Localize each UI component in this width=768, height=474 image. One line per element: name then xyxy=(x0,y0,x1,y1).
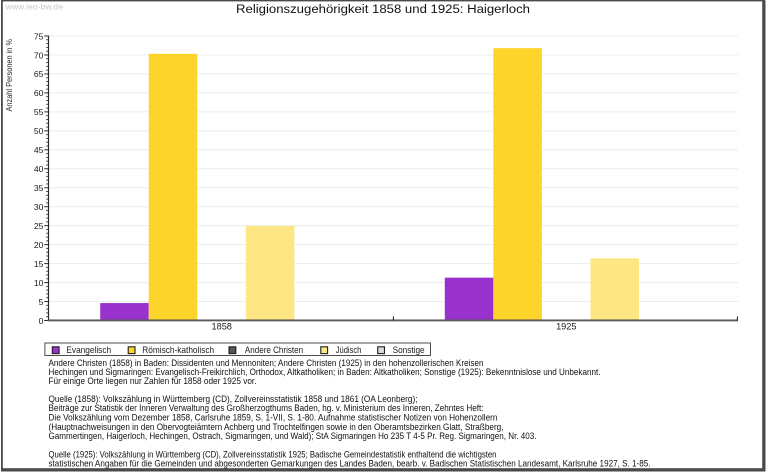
svg-text:30: 30 xyxy=(34,202,44,212)
svg-text:75: 75 xyxy=(34,31,44,41)
svg-text:Quelle (1925): Volkszählung in: Quelle (1925): Volkszählung in Württembe… xyxy=(49,449,497,459)
svg-text:55: 55 xyxy=(34,107,44,117)
svg-text:Andere Christen: Andere Christen xyxy=(245,345,303,355)
svg-text:(Hauptnachweisungen in den Obe: (Hauptnachweisungen in den Obervogteiämt… xyxy=(49,422,504,432)
svg-text:25: 25 xyxy=(34,221,44,231)
svg-text:Evangelisch: Evangelisch xyxy=(66,345,111,355)
svg-text:60: 60 xyxy=(34,88,44,98)
svg-text:Die Volkszählung vom Dezember: Die Volkszählung vom Dezember 1858, Carl… xyxy=(49,413,498,423)
svg-text:1858: 1858 xyxy=(211,322,231,332)
svg-text:www.leo-bw.de: www.leo-bw.de xyxy=(4,2,63,11)
svg-text:5: 5 xyxy=(39,297,44,307)
svg-text:Religionszugehörigkeit 1858 un: Religionszugehörigkeit 1858 und 1925: Ha… xyxy=(236,2,530,16)
svg-text:Quelle (1858): Volkszählung in: Quelle (1858): Volkszählung in Württembe… xyxy=(49,394,418,404)
svg-text:35: 35 xyxy=(34,183,44,193)
svg-text:1925: 1925 xyxy=(556,322,576,332)
svg-text:20: 20 xyxy=(34,240,44,250)
svg-text:40: 40 xyxy=(34,164,44,174)
svg-text:0: 0 xyxy=(39,316,44,326)
svg-text:50: 50 xyxy=(34,126,44,136)
svg-text:statistischen Angaben für die: statistischen Angaben für die Gemeinden … xyxy=(49,458,651,468)
svg-text:Für einige Orte liegen nur Zah: Für einige Orte liegen nur Zahlen für 18… xyxy=(49,376,257,386)
svg-text:70: 70 xyxy=(34,50,44,60)
svg-text:Anzahl Personen in %: Anzahl Personen in % xyxy=(4,39,14,112)
svg-text:Sonstige: Sonstige xyxy=(393,345,425,355)
svg-text:15: 15 xyxy=(34,259,44,269)
svg-text:45: 45 xyxy=(34,145,44,155)
svg-text:Hechingen und Sigmaringen: Eva: Hechingen und Sigmaringen: Evangelisch-F… xyxy=(49,367,601,377)
svg-text:10: 10 xyxy=(34,278,44,288)
svg-text:Römisch-katholisch: Römisch-katholisch xyxy=(142,345,214,355)
svg-text:65: 65 xyxy=(34,69,44,79)
svg-text:Gammertingen, Haigerloch, Hech: Gammertingen, Haigerloch, Hechingen, Ost… xyxy=(49,431,537,441)
svg-text:Jüdisch: Jüdisch xyxy=(336,345,362,355)
svg-text:Andere Christen (1858) in Bade: Andere Christen (1858) in Baden: Disside… xyxy=(49,358,484,368)
svg-text:Beiträge zur Statistik der Inn: Beiträge zur Statistik der Inneren Verwa… xyxy=(49,403,484,413)
